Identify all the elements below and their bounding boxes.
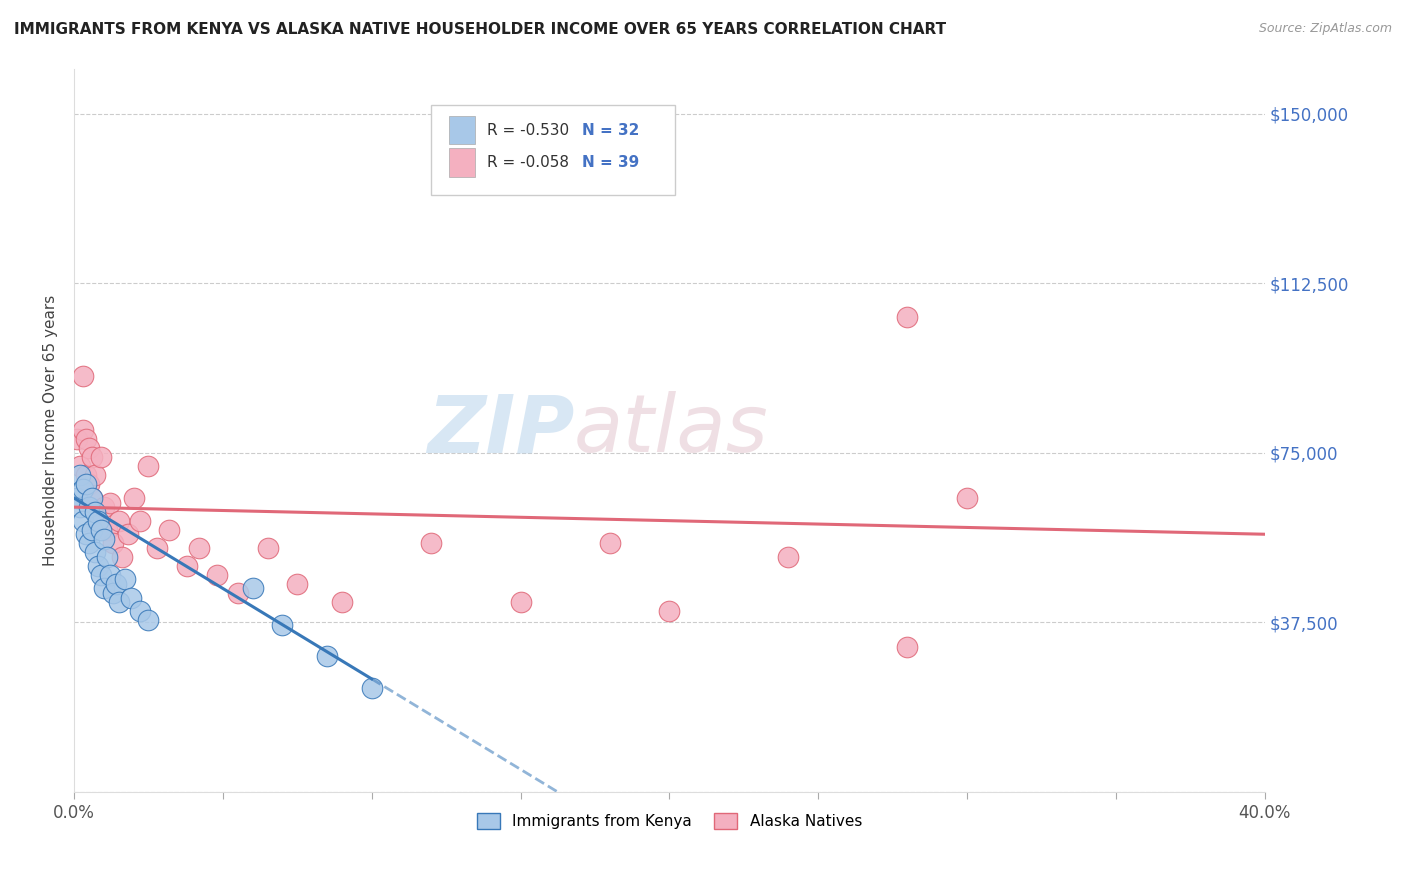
Point xyxy=(66,432,89,446)
Point xyxy=(84,468,107,483)
Point xyxy=(101,586,124,600)
Text: N = 39: N = 39 xyxy=(582,155,640,170)
Point xyxy=(77,442,100,456)
Point xyxy=(128,604,150,618)
Point xyxy=(90,568,112,582)
Point xyxy=(271,617,294,632)
Point xyxy=(72,369,94,384)
Text: IMMIGRANTS FROM KENYA VS ALASKA NATIVE HOUSEHOLDER INCOME OVER 65 YEARS CORRELAT: IMMIGRANTS FROM KENYA VS ALASKA NATIVE H… xyxy=(14,22,946,37)
Point xyxy=(72,514,94,528)
Point xyxy=(256,541,278,555)
Point xyxy=(75,468,97,483)
Point xyxy=(87,514,110,528)
Point xyxy=(98,568,121,582)
FancyBboxPatch shape xyxy=(432,104,675,195)
Point xyxy=(69,500,91,515)
Point xyxy=(330,595,353,609)
Point xyxy=(90,523,112,537)
Point xyxy=(188,541,211,555)
Point xyxy=(316,649,339,664)
Point xyxy=(226,586,249,600)
Point xyxy=(72,423,94,437)
Point xyxy=(128,514,150,528)
Point xyxy=(98,495,121,509)
Point xyxy=(75,527,97,541)
Point xyxy=(599,536,621,550)
Point xyxy=(96,549,118,564)
Text: R = -0.530: R = -0.530 xyxy=(488,122,569,137)
Point xyxy=(72,482,94,496)
Point xyxy=(69,468,91,483)
Y-axis label: Householder Income Over 65 years: Householder Income Over 65 years xyxy=(44,294,58,566)
Point xyxy=(96,523,118,537)
FancyBboxPatch shape xyxy=(449,116,475,145)
Text: atlas: atlas xyxy=(574,392,769,469)
Point xyxy=(146,541,169,555)
Point xyxy=(157,523,180,537)
Legend: Immigrants from Kenya, Alaska Natives: Immigrants from Kenya, Alaska Natives xyxy=(471,806,868,835)
Point xyxy=(84,505,107,519)
Point xyxy=(509,595,531,609)
Point xyxy=(80,491,103,505)
Text: N = 32: N = 32 xyxy=(582,122,640,137)
Point xyxy=(93,532,115,546)
Point xyxy=(658,604,681,618)
Point xyxy=(205,568,228,582)
Point xyxy=(75,477,97,491)
Point xyxy=(107,595,129,609)
Point xyxy=(420,536,443,550)
Point xyxy=(285,577,308,591)
Point xyxy=(104,577,127,591)
Text: R = -0.058: R = -0.058 xyxy=(488,155,569,170)
Point xyxy=(122,491,145,505)
Point xyxy=(87,558,110,573)
Point xyxy=(138,613,160,627)
Point xyxy=(87,514,110,528)
Point xyxy=(107,514,129,528)
Point xyxy=(80,491,103,505)
Point xyxy=(84,545,107,559)
Point xyxy=(956,491,979,505)
Point xyxy=(242,582,264,596)
Point xyxy=(90,450,112,465)
Point xyxy=(77,536,100,550)
Point xyxy=(101,536,124,550)
Point xyxy=(176,558,198,573)
Point xyxy=(111,549,134,564)
Point xyxy=(66,491,89,505)
Point xyxy=(77,500,100,515)
Point xyxy=(75,432,97,446)
Point xyxy=(69,459,91,474)
Point xyxy=(117,527,139,541)
Text: ZIP: ZIP xyxy=(427,392,574,469)
Point xyxy=(93,500,115,515)
Point xyxy=(138,459,160,474)
Point xyxy=(360,681,382,695)
Point xyxy=(93,582,115,596)
Text: Source: ZipAtlas.com: Source: ZipAtlas.com xyxy=(1258,22,1392,36)
Point xyxy=(114,573,136,587)
Point xyxy=(120,591,142,605)
FancyBboxPatch shape xyxy=(449,148,475,177)
Point xyxy=(80,523,103,537)
Point xyxy=(778,549,800,564)
Point xyxy=(77,477,100,491)
Point xyxy=(896,640,918,655)
Point xyxy=(896,310,918,325)
Point xyxy=(80,450,103,465)
